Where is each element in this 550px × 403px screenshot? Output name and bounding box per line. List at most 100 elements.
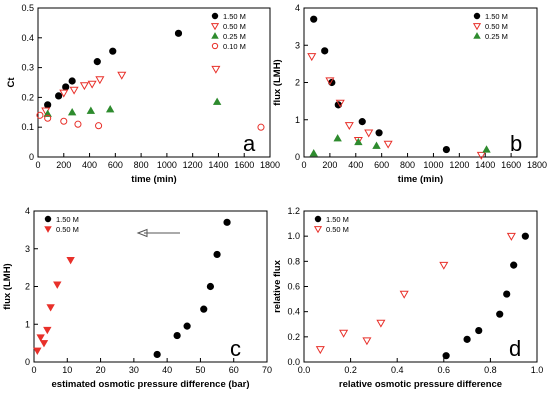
y-tick-label: 3 <box>295 40 300 50</box>
x-tick-label: 200 <box>56 160 71 170</box>
x-tick-label: 0.6 <box>438 365 451 375</box>
data-point <box>399 290 409 299</box>
x-axis-title: relative osmotic pressure difference <box>339 379 502 390</box>
x-tick-label: 1800 <box>260 160 280 170</box>
x-tick-label: 1000 <box>157 160 177 170</box>
chart-panel-b: 0 200 400 600 800 1000 1200 1400 1600 1800 0 1 2 3 4 ti… <box>272 3 547 185</box>
legend-marker <box>211 42 219 50</box>
x-tick-label: 0.4 <box>391 365 404 375</box>
legend-marker <box>314 215 322 223</box>
x-axis-title: time (min) <box>131 174 176 185</box>
legend-marker <box>44 226 52 233</box>
legend-label: 0.25 M <box>485 32 508 41</box>
y-tick-label: 1.0 <box>287 231 300 241</box>
data-point <box>223 218 231 226</box>
legend: 1.50 M0.50 M <box>44 215 79 234</box>
data-point <box>344 122 354 131</box>
data-point <box>354 137 363 146</box>
data-point <box>372 141 381 149</box>
y-tick-label: 1.2 <box>287 206 300 216</box>
data-point <box>55 92 63 100</box>
legend: 1.50 M0.50 M0.25 M0.10 M <box>210 12 246 51</box>
legend-label: 1.50 M <box>223 12 246 21</box>
y-axis-title: flux (LMH) <box>272 59 283 105</box>
data-point <box>69 86 79 95</box>
x-tick-label: 0 <box>31 365 36 375</box>
data-point <box>362 337 372 346</box>
data-point <box>105 105 115 113</box>
y-tick-label: 0.2 <box>21 92 34 102</box>
data-point <box>200 305 208 313</box>
x-tick-label: 400 <box>82 160 97 170</box>
panel-letter: d <box>509 336 521 361</box>
data-point <box>213 250 221 259</box>
panel-letter: c <box>230 336 241 361</box>
data-point <box>53 281 62 289</box>
y-axis-title: flux (LMH) <box>2 263 13 309</box>
data-point <box>33 347 42 355</box>
data-point <box>353 136 363 145</box>
data-point <box>383 140 393 149</box>
panel-letter: a <box>243 131 256 156</box>
plot-frame <box>37 7 271 158</box>
legend-label: 0.50 M <box>485 22 508 31</box>
series-1-50-m <box>153 218 231 359</box>
chart-panel-c: 0 10 20 30 40 50 60 70 0 1 2 3 4 estimated osmotic pr… <box>2 206 272 390</box>
legend-label: 1.50 M <box>326 215 349 224</box>
data-point <box>211 65 221 74</box>
data-point <box>95 76 105 85</box>
series-0-10-m <box>36 111 265 131</box>
data-point <box>510 261 518 269</box>
x-tick-label: 200 <box>322 160 337 170</box>
series-1-50-m <box>44 29 183 109</box>
data-point <box>206 282 215 291</box>
x-tick-label: 1400 <box>475 160 495 170</box>
x-tick-label: 1800 <box>527 160 547 170</box>
x-tick-label: 600 <box>374 160 389 170</box>
y-axis-title: relative flux <box>272 259 283 313</box>
data-point <box>59 89 69 98</box>
data-point <box>93 58 101 66</box>
data-point <box>173 331 181 340</box>
series-0-50-m <box>307 53 486 160</box>
x-tick-label: 70 <box>262 365 272 375</box>
data-point <box>68 77 76 85</box>
series-1-50-m <box>310 15 450 154</box>
legend-marker <box>211 32 219 39</box>
legend-label: 0.50 M <box>326 225 349 234</box>
series-0-50-m <box>33 257 75 355</box>
x-tick-label: 1000 <box>423 160 443 170</box>
data-point <box>439 261 449 270</box>
x-tick-label: 1600 <box>501 160 521 170</box>
legend: 1.50 M0.50 M0.25 M <box>472 12 508 41</box>
legend-marker <box>313 226 323 234</box>
data-point <box>310 15 318 23</box>
chart-panel-a: 0 200 400 600 800 1000 1200 1400 1600 1800 0 0.1 0.2… <box>6 3 280 185</box>
x-tick-label: 60 <box>229 365 239 375</box>
series-1-50-m <box>442 232 529 360</box>
x-tick-label: 20 <box>96 365 106 375</box>
y-tick-label: 0 <box>295 152 300 162</box>
data-point <box>506 232 516 241</box>
x-tick-label: 0.0 <box>298 365 311 375</box>
data-point <box>521 232 529 240</box>
data-point <box>67 108 77 116</box>
data-point <box>79 82 89 91</box>
data-point <box>212 97 222 105</box>
data-point <box>321 47 329 55</box>
data-point <box>476 151 486 160</box>
data-point <box>153 350 161 359</box>
data-point <box>496 310 504 318</box>
legend-label: 0.50 M <box>223 22 246 31</box>
y-tick-label: 0.2 <box>287 332 300 342</box>
series-0-25-m <box>43 97 222 117</box>
y-tick-label: 0 <box>29 152 34 162</box>
series-0-50-m <box>315 232 516 355</box>
data-point <box>503 290 511 298</box>
data-point <box>44 101 52 109</box>
data-point <box>36 111 44 119</box>
x-tick-label: 800 <box>400 160 415 170</box>
data-point <box>62 83 70 91</box>
data-point <box>358 118 366 126</box>
data-point <box>87 80 97 89</box>
